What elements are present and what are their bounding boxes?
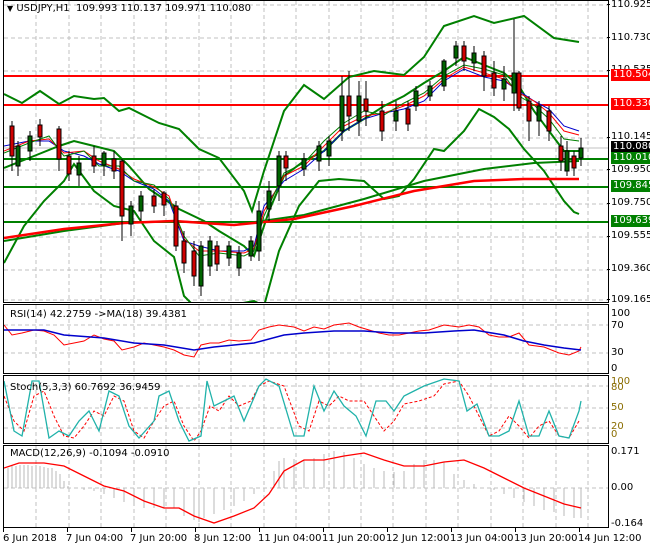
rsi-tick-label: 0 xyxy=(611,363,618,374)
macd-panel[interactable]: MACD(12,26,9) -0.1094 -0.0910 xyxy=(3,445,609,528)
rsi-title: RSI(14) 42.2759 ->MA(18) 39.4381 xyxy=(10,309,187,320)
support-level-tag: 109.639 xyxy=(611,215,650,227)
stoch-tick-label: 100 xyxy=(611,376,631,387)
macd-tick-label: 0.00 xyxy=(611,482,634,493)
stoch-tick-label: 80 xyxy=(611,382,624,393)
price-tick-label: 110.145 xyxy=(611,131,650,142)
price-tick-label: 109.555 xyxy=(611,230,650,241)
stoch-tick-label: 50 xyxy=(611,402,624,413)
macd-tick-label: -0.164 xyxy=(611,518,644,529)
rsi-tick-label: 100 xyxy=(611,308,631,319)
macd-canvas xyxy=(4,446,608,527)
time-tick-label: 13 Jun 04:00 xyxy=(450,533,514,544)
price-tick-label: 109.165 xyxy=(611,294,650,305)
price-tick-label: 110.730 xyxy=(611,32,650,43)
support-level-tag: 110.010 xyxy=(611,152,650,164)
price-tick-label: 109.750 xyxy=(611,197,650,208)
macd-tick-label: 0.171 xyxy=(611,446,640,457)
chart-header: ▼ USDJPY,H1 109.993 110.137 109.971 110.… xyxy=(7,3,251,15)
stochastic-title: Stoch(5,3,3) 60.7692 36.9459 xyxy=(10,382,161,393)
main-price-panel[interactable]: ▼ USDJPY,H1 109.993 110.137 109.971 110.… xyxy=(3,0,609,303)
macd-title: MACD(12,26,9) -0.1094 -0.0910 xyxy=(10,448,170,459)
time-tick-label: 11 Jun 20:00 xyxy=(322,533,386,544)
rsi-panel[interactable]: RSI(14) 42.2759 ->MA(18) 39.4381 xyxy=(3,304,609,374)
time-tick-label: 13 Jun 20:00 xyxy=(514,533,578,544)
stochastic-canvas xyxy=(4,376,608,443)
rsi-canvas xyxy=(4,305,608,373)
time-tick-label: 7 Jun 20:00 xyxy=(130,533,188,544)
time-tick-label: 12 Jun 12:00 xyxy=(386,533,450,544)
price-tick-label: 110.925 xyxy=(611,0,650,10)
stoch-tick-label: 20 xyxy=(611,421,624,432)
time-tick-label: 11 Jun 04:00 xyxy=(258,533,322,544)
price-tick-label: 109.360 xyxy=(611,263,650,274)
time-tick-label: 8 Jun 12:00 xyxy=(194,533,252,544)
price-tick-label: 109.950 xyxy=(611,164,650,175)
rsi-tick-label: 70 xyxy=(611,320,624,331)
price-chart-canvas xyxy=(4,1,608,302)
dropdown-triangle-icon[interactable]: ▼ xyxy=(7,4,14,13)
rsi-tick-label: 30 xyxy=(611,347,624,358)
stochastic-panel[interactable]: Stoch(5,3,3) 60.7692 36.9459 xyxy=(3,375,609,444)
symbol-label: USDJPY,H1 xyxy=(16,3,70,14)
time-tick-label: 14 Jun 12:00 xyxy=(578,533,642,544)
current-price-tag: 110.080 xyxy=(611,141,650,153)
resistance-level-tag: 110.330 xyxy=(611,98,650,110)
time-tick-label: 6 Jun 2018 xyxy=(3,533,57,544)
resistance-level-tag: 110.504 xyxy=(611,69,650,81)
support-level-tag: 109.845 xyxy=(611,180,650,192)
time-tick-label: 7 Jun 04:00 xyxy=(66,533,124,544)
stoch-tick-label: 0 xyxy=(611,429,618,440)
ohlc-values: 109.993 110.137 109.971 110.080 xyxy=(76,3,251,14)
